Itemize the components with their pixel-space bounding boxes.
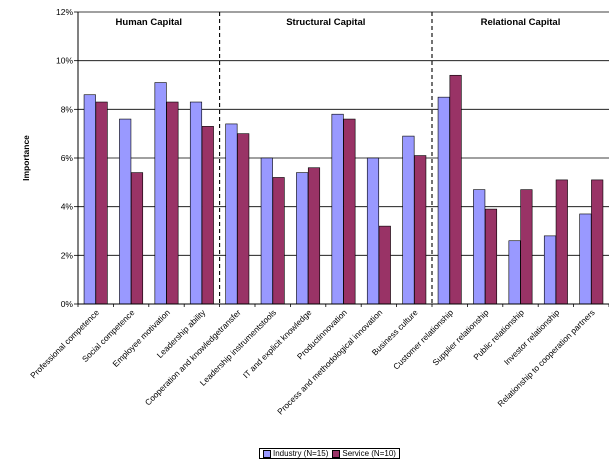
bar-industry [579,213,592,305]
group-label: Human Capital [116,17,183,28]
bar-service [343,118,356,305]
legend-item-service: Service (N=10) [332,449,396,458]
x-category-label: Customer relationship [391,307,455,371]
bar-service [484,208,498,305]
bar-service [414,155,427,305]
y-axis-label: Importance [21,135,31,181]
bar-service [555,179,568,305]
y-tick-label: 6% [61,153,74,163]
group-label: Structural Capital [286,17,365,28]
x-category-label: Professional competence [28,307,101,380]
legend-label-industry: Industry (N=15) [273,449,329,458]
bar-industry [331,113,344,305]
bar-industry [189,101,203,305]
bar-industry [366,157,380,305]
legend-item-industry: Industry (N=15) [263,449,328,458]
bar-industry [154,82,167,305]
y-tick-label: 8% [61,104,74,114]
y-tick-label: 10% [56,56,73,66]
group-label: Relational Capital [481,17,561,28]
bar-industry [83,94,96,305]
bar-industry [543,235,557,305]
bar-service [449,74,462,305]
bar-industry [473,189,486,305]
y-tick-label: 12% [56,7,73,17]
bar-industry [402,135,415,305]
bar-industry [437,96,450,305]
y-tick-label: 4% [61,202,74,212]
legend-swatch-service [332,449,341,458]
bar-industry [508,240,521,305]
legend-label-service: Service (N=10) [342,449,396,458]
y-tick-label: 2% [61,250,74,260]
bar-service [378,225,391,305]
bar-industry [296,172,309,305]
x-category-label: IT and explicit knowledge [241,307,314,380]
bar-service [166,101,179,305]
bar-service [591,179,604,305]
bar-service [130,172,144,305]
group-labels: Human Capital Structural Capital Relationa… [116,17,561,28]
bars [83,74,604,305]
bar-service [307,167,321,305]
legend-swatch-industry [263,449,271,458]
bar-service [237,133,250,305]
bar-service [201,126,214,305]
legend: Industry (N=15) Service (N=10) [259,448,400,459]
bar-service [272,177,285,305]
bar-service [520,189,533,305]
bar-service [95,101,108,305]
bar-industry [119,118,132,305]
bar-industry [225,123,238,305]
axes [77,12,609,307]
y-tick-labels: 0% 2% 4% 6% 8% 10% 12% [56,7,73,309]
y-tick-label: 0% [61,299,74,309]
bar-industry [260,157,273,305]
